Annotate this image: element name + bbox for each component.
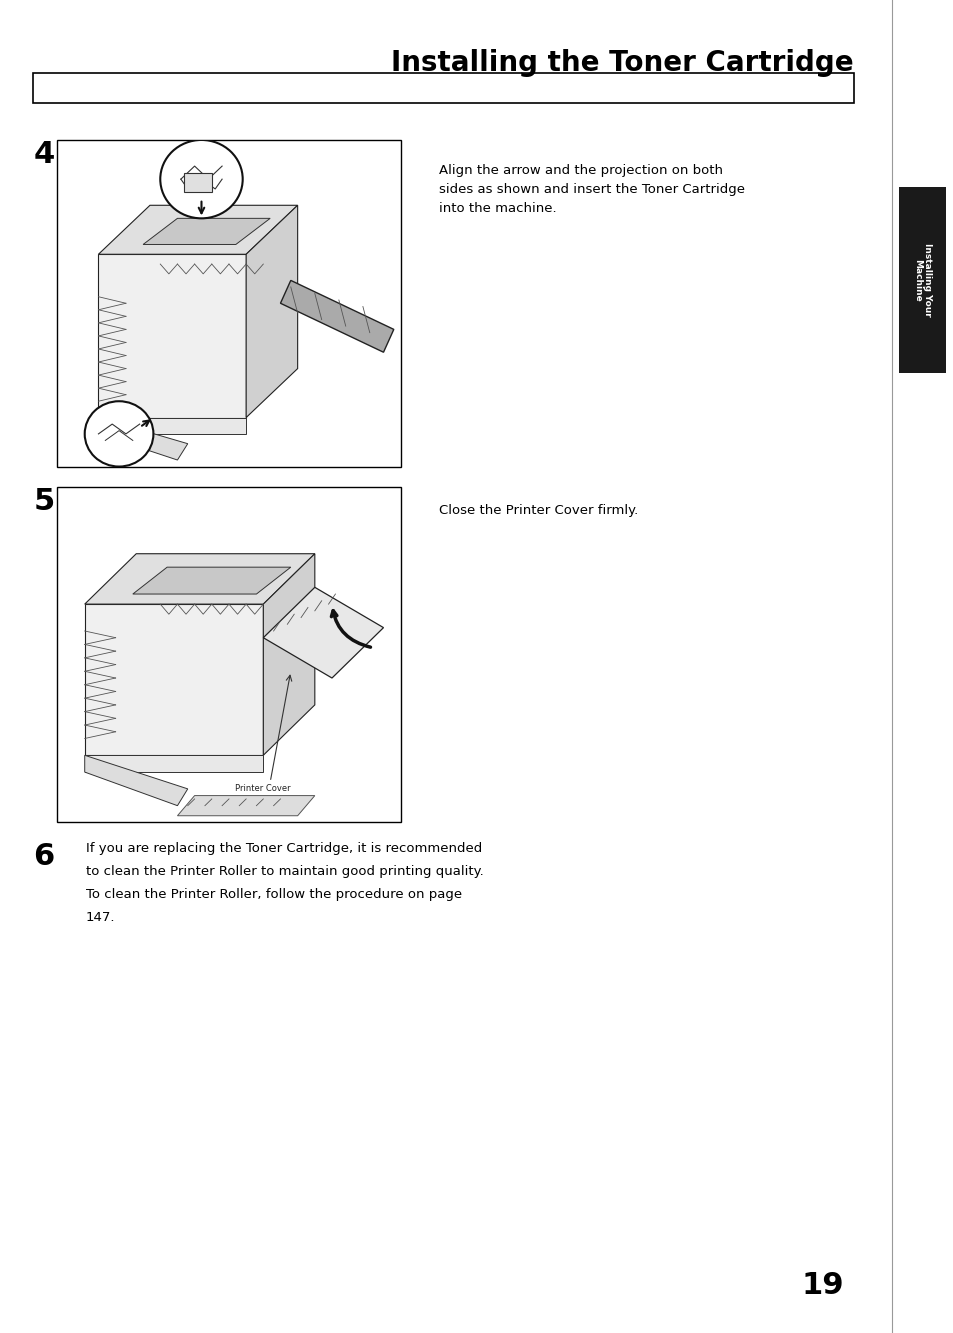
Bar: [898, 187, 945, 373]
Bar: [57, 140, 400, 467]
Circle shape: [160, 140, 242, 219]
Polygon shape: [98, 417, 246, 433]
Circle shape: [85, 401, 153, 467]
Polygon shape: [246, 205, 297, 417]
Text: Printer Cover: Printer Cover: [235, 784, 291, 793]
Text: Installing the Toner Cartridge: Installing the Toner Cartridge: [391, 49, 853, 77]
Text: 5: 5: [33, 487, 54, 516]
Polygon shape: [263, 553, 314, 756]
Text: 4: 4: [33, 140, 54, 169]
Polygon shape: [132, 567, 291, 595]
Polygon shape: [85, 553, 314, 604]
Polygon shape: [143, 219, 270, 244]
Bar: [57, 487, 400, 822]
Polygon shape: [98, 417, 188, 460]
Polygon shape: [85, 604, 263, 756]
Polygon shape: [98, 255, 246, 417]
Polygon shape: [85, 756, 188, 805]
Bar: [184, 172, 212, 192]
Text: 6: 6: [33, 842, 54, 872]
Polygon shape: [263, 588, 383, 678]
Polygon shape: [280, 280, 394, 352]
Text: If you are replacing the Toner Cartridge, it is recommended
to clean the Printer: If you are replacing the Toner Cartridge…: [86, 842, 483, 925]
Text: Installing Your
Machine: Installing Your Machine: [912, 243, 931, 317]
Text: Close the Printer Cover firmly.: Close the Printer Cover firmly.: [438, 504, 638, 517]
Text: 19: 19: [801, 1270, 843, 1300]
Polygon shape: [177, 796, 314, 816]
Polygon shape: [98, 205, 297, 255]
Bar: [33, 73, 853, 103]
Polygon shape: [85, 756, 263, 772]
Text: Align the arrow and the projection on both
sides as shown and insert the Toner C: Align the arrow and the projection on bo…: [438, 164, 744, 215]
